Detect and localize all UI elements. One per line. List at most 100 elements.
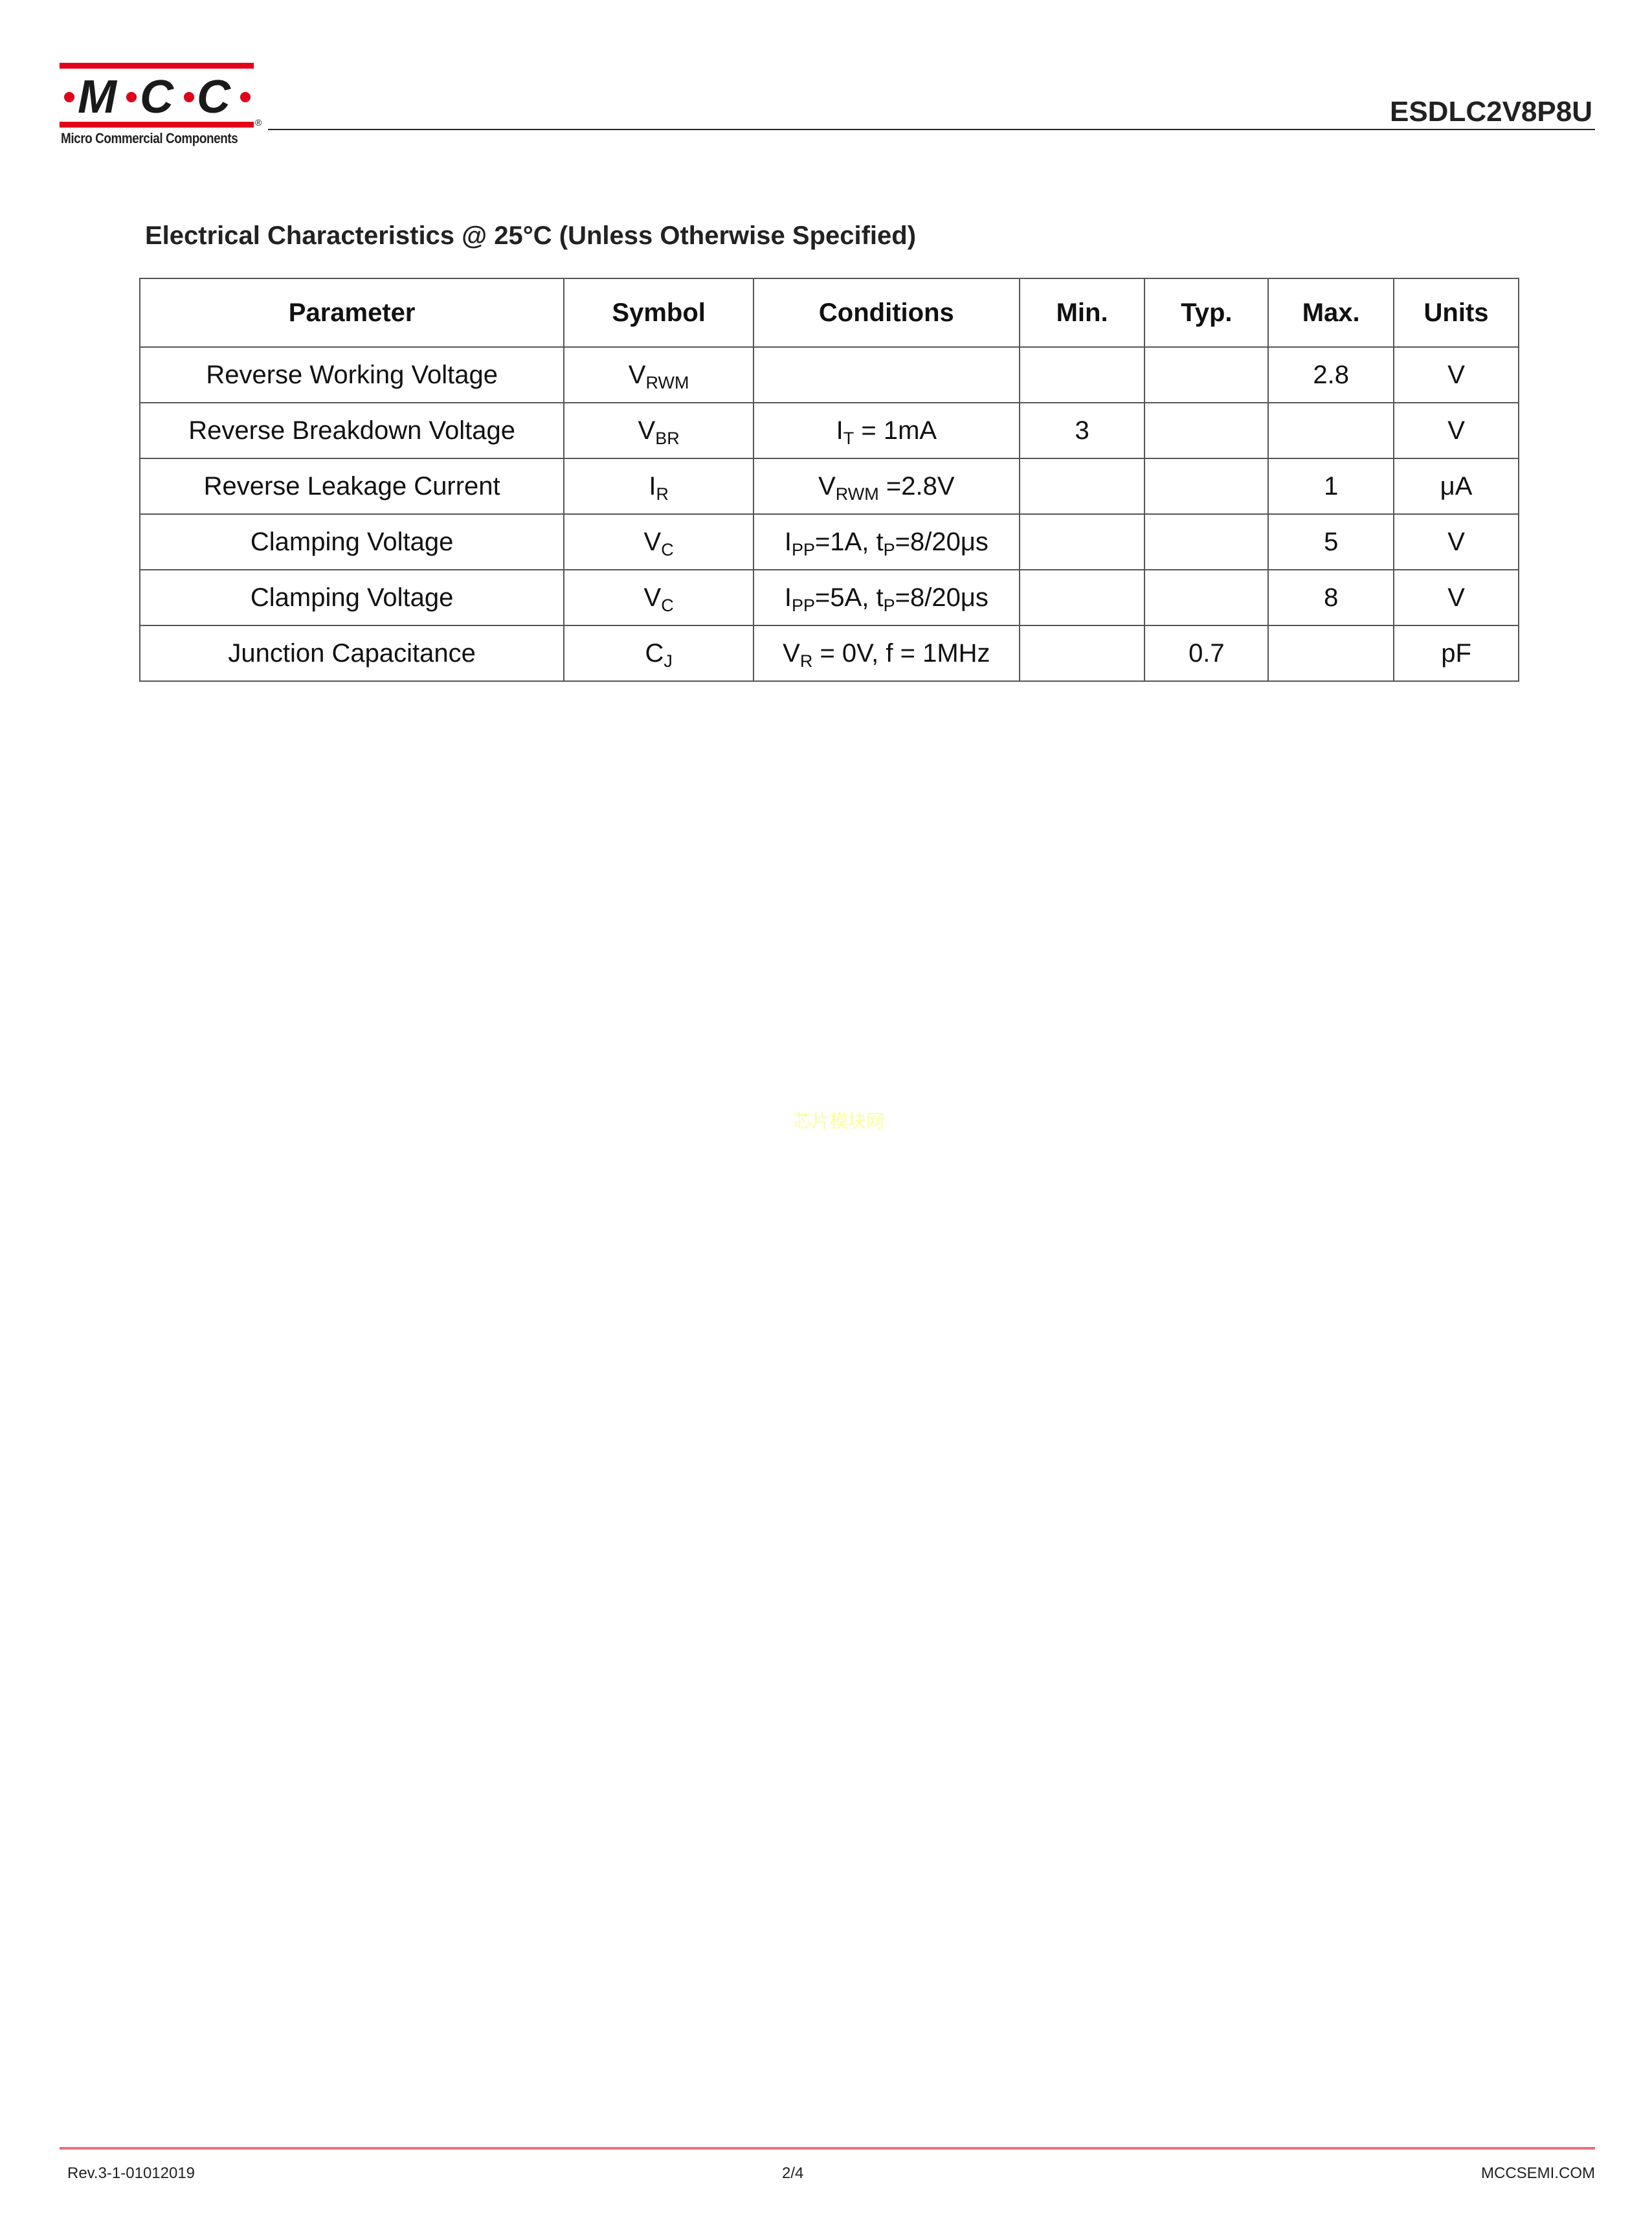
typ-cell [1144, 513, 1269, 570]
symbol-cell: VC [563, 513, 755, 570]
parameter-cell: Reverse Leakage Current [139, 458, 565, 515]
max-cell [1267, 402, 1395, 459]
parameter-cell: Clamping Voltage [139, 513, 565, 570]
conditions-cell: IPP=1A, tP=8/20μs [753, 513, 1020, 570]
min-cell [1018, 458, 1146, 515]
condition-part: = 0V, f = 1MHz [812, 638, 990, 668]
watermark: 芯片模块网 [794, 1111, 885, 1131]
max-cell: 8 [1267, 569, 1395, 626]
condition-part: R [799, 651, 813, 671]
symbol-main: C [645, 638, 664, 668]
min-cell [1018, 513, 1146, 570]
typ-cell [1144, 346, 1269, 403]
conditions-cell: IT = 1mA [753, 402, 1020, 459]
table-row: Reverse Leakage Current IR VRWM =2.8V 1 μA [139, 458, 1519, 515]
table-row: Clamping Voltage VC IPP=5A, tP=8/20μs 8 V [139, 569, 1519, 626]
table-row: Clamping Voltage VC IPP=1A, tP=8/20μs 5 V [139, 513, 1519, 570]
condition-part: I [784, 583, 792, 612]
symbol-main: I [649, 471, 656, 500]
typ-cell [1144, 402, 1269, 459]
units-cell: μA [1393, 458, 1519, 515]
max-cell: 1 [1267, 458, 1395, 515]
symbol-main: V [628, 360, 646, 389]
column-header: Max. [1267, 278, 1395, 348]
symbol-main: V [643, 583, 662, 612]
header-divider [268, 129, 1595, 130]
units-cell: V [1393, 346, 1519, 403]
min-cell [1018, 625, 1146, 682]
condition-part: =5A, t [814, 583, 884, 612]
symbol-main: V [638, 416, 656, 445]
column-header: Min. [1018, 278, 1146, 348]
conditions-cell: VRWM =2.8V [753, 458, 1020, 515]
condition-part: PP [791, 595, 815, 615]
logo-bottom-bar [60, 122, 254, 128]
page-number: 2/4 [782, 2164, 804, 2182]
condition-part: P [883, 595, 895, 615]
condition-part: P [883, 539, 895, 559]
table-row: Reverse Breakdown Voltage VBR IT = 1mA 3 V [139, 402, 1519, 459]
condition-part: =8/20μs [895, 583, 988, 612]
typ-cell [1144, 569, 1269, 626]
symbol-subscript: C [661, 539, 674, 559]
conditions-cell: VR = 0V, f = 1MHz [753, 625, 1020, 682]
column-header: Parameter [139, 278, 565, 348]
symbol-subscript: C [661, 595, 674, 615]
condition-part: =1A, t [814, 527, 884, 556]
parameter-cell: Junction Capacitance [139, 625, 565, 682]
symbol-subscript: RWM [645, 372, 689, 392]
units-cell: V [1393, 402, 1519, 459]
parameter-cell: Clamping Voltage [139, 569, 565, 626]
mcc-logo: M C C ® Micro Commercial Components [60, 63, 262, 153]
typ-cell: 0.7 [1144, 625, 1269, 682]
table-header-row: Parameter Symbol Conditions Min. Typ. Max. Uni… [139, 278, 1519, 348]
table-row: Reverse Working Voltage VRWM 2.8 V [139, 346, 1519, 403]
symbol-cell: VC [563, 569, 755, 626]
parameter-cell: Reverse Working Voltage [139, 346, 565, 403]
svg-text:C: C [197, 74, 231, 119]
column-header: Units [1393, 278, 1519, 348]
condition-part: RWM [835, 484, 879, 504]
symbol-main: V [643, 527, 662, 556]
logo-letters: M C C [64, 74, 251, 119]
symbol-cell: VBR [563, 402, 755, 459]
typ-cell [1144, 458, 1269, 515]
units-cell: V [1393, 569, 1519, 626]
units-cell: pF [1393, 625, 1519, 682]
min-cell: 3 [1018, 402, 1146, 459]
min-cell [1018, 346, 1146, 403]
condition-part: = 1mA [854, 416, 937, 445]
symbol-subscript: R [656, 484, 669, 504]
condition-part: I [836, 416, 843, 445]
symbol-subscript: J [664, 651, 673, 671]
condition-part: I [784, 527, 792, 556]
conditions-cell [753, 346, 1020, 403]
column-header: Typ. [1144, 278, 1269, 348]
min-cell [1018, 569, 1146, 626]
website: MCCSEMI.COM [1481, 2164, 1595, 2182]
symbol-cell: CJ [563, 625, 755, 682]
section-title: Electrical Characteristics @ 25°C (Unles… [145, 221, 917, 250]
symbol-cell: IR [563, 458, 755, 515]
column-header: Conditions [753, 278, 1020, 348]
max-cell [1267, 625, 1395, 682]
condition-part: T [843, 428, 854, 448]
max-cell: 5 [1267, 513, 1395, 570]
max-cell: 2.8 [1267, 346, 1395, 403]
column-header: Symbol [563, 278, 755, 348]
units-cell: V [1393, 513, 1519, 570]
condition-part: PP [791, 539, 815, 559]
document-title: ESDLC2V8P8U [1389, 96, 1592, 128]
symbol-subscript: BR [655, 428, 680, 448]
logo-caption: Micro Commercial Components [61, 130, 238, 146]
footer-divider [60, 2147, 1595, 2150]
conditions-cell: IPP=5A, tP=8/20μs [753, 569, 1020, 626]
condition-part: =2.8V [878, 471, 955, 500]
logo-top-bar [60, 63, 254, 69]
condition-part: =8/20μs [895, 527, 988, 556]
symbol-cell: VRWM [563, 346, 755, 403]
table-row: Junction Capacitance CJ VR = 0V, f = 1MHz 0… [139, 625, 1519, 682]
svg-text:C: C [140, 74, 174, 119]
electrical-characteristics-table: Parameter Symbol Conditions Min. Typ. Max. Uni… [139, 278, 1519, 682]
registered-mark: ® [255, 117, 262, 128]
